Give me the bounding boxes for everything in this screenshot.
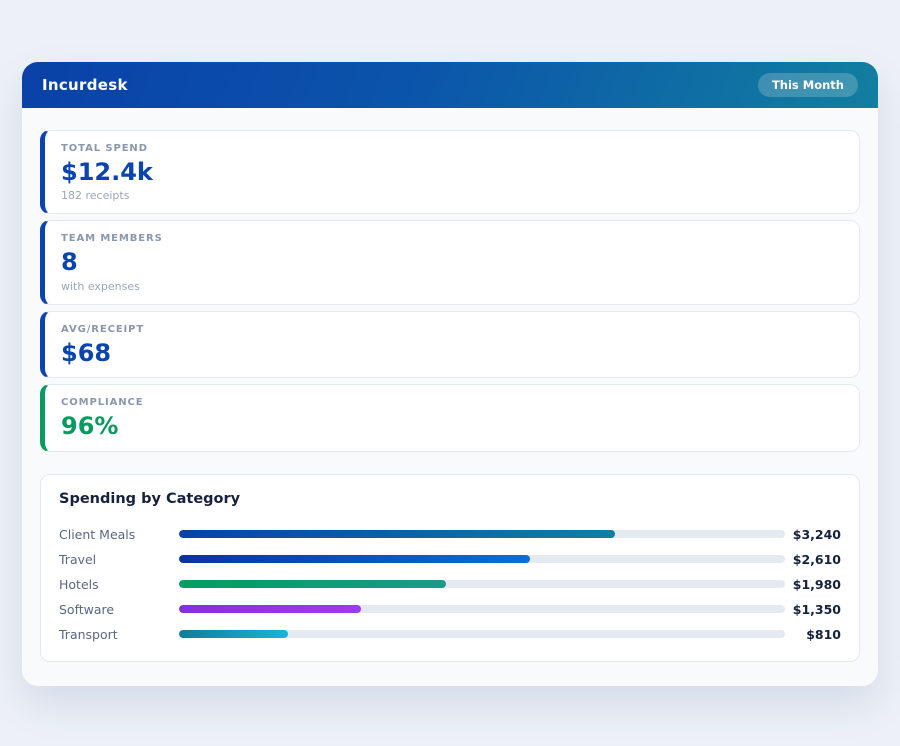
stat-subtitle: 182 receipts bbox=[61, 189, 130, 203]
app-header: Incurdesk This Month bbox=[22, 62, 878, 108]
category-amount: $810 bbox=[806, 626, 841, 642]
app-title: Incurdesk bbox=[42, 76, 128, 94]
stat-card-compliance: COMPLIANCE 96% bbox=[40, 384, 860, 452]
category-amount: $1,350 bbox=[792, 601, 841, 617]
bar-track bbox=[179, 530, 785, 539]
category-row-travel: Travel $2,610 bbox=[59, 547, 841, 572]
bar-track bbox=[179, 630, 785, 639]
category-label: Hotels bbox=[59, 576, 99, 592]
category-label: Transport bbox=[59, 626, 118, 642]
category-amount: $1,980 bbox=[792, 576, 841, 592]
chart-title: Spending by Category bbox=[59, 490, 241, 507]
bar-fill bbox=[179, 630, 289, 639]
dashboard-panel: Incurdesk This Month TOTAL SPEND $12.4k … bbox=[22, 62, 878, 686]
category-row-hotels: Hotels $1,980 bbox=[59, 572, 841, 597]
stat-label: AVG/RECEIPT bbox=[61, 323, 145, 335]
bar-track bbox=[179, 555, 785, 564]
category-row-software: Software $1,350 bbox=[59, 597, 841, 622]
category-row-client-meals: Client Meals $3,240 bbox=[59, 522, 841, 547]
stat-card-avg-receipt: AVG/RECEIPT $68 bbox=[40, 310, 860, 379]
category-label: Client Meals bbox=[59, 526, 136, 542]
category-amount: $2,610 bbox=[792, 551, 841, 567]
bar-fill bbox=[179, 530, 616, 539]
stat-label: COMPLIANCE bbox=[61, 397, 144, 409]
bar-track bbox=[179, 605, 785, 614]
bar-fill bbox=[179, 605, 361, 614]
stat-card-team-members: TEAM MEMBERS 8 with expenses bbox=[40, 220, 860, 305]
category-label: Software bbox=[59, 601, 115, 617]
stat-subtitle: with expenses bbox=[61, 279, 140, 293]
category-row-transport: Transport $810 bbox=[59, 622, 841, 647]
period-badge-button[interactable]: This Month bbox=[757, 73, 858, 97]
bar-track bbox=[179, 580, 785, 589]
stat-card-total-spend: TOTAL SPEND $12.4k 182 receipts bbox=[40, 130, 860, 215]
spending-by-category-card: Spending by Category Client Meals $3,240… bbox=[40, 473, 860, 662]
bar-fill bbox=[179, 555, 531, 564]
stat-value: $12.4k bbox=[61, 158, 153, 186]
bar-fill bbox=[179, 580, 446, 589]
stat-label: TOTAL SPEND bbox=[61, 143, 148, 154]
stat-value: 96% bbox=[61, 412, 119, 441]
category-amount: $3,240 bbox=[792, 526, 841, 542]
stat-value: 8 bbox=[61, 248, 78, 277]
stat-label: TEAM MEMBERS bbox=[61, 233, 163, 245]
stat-value: $68 bbox=[61, 338, 112, 367]
dashboard-content: TOTAL SPEND $12.4k 182 receipts TEAM MEM… bbox=[22, 108, 878, 662]
category-label: Travel bbox=[59, 551, 97, 567]
